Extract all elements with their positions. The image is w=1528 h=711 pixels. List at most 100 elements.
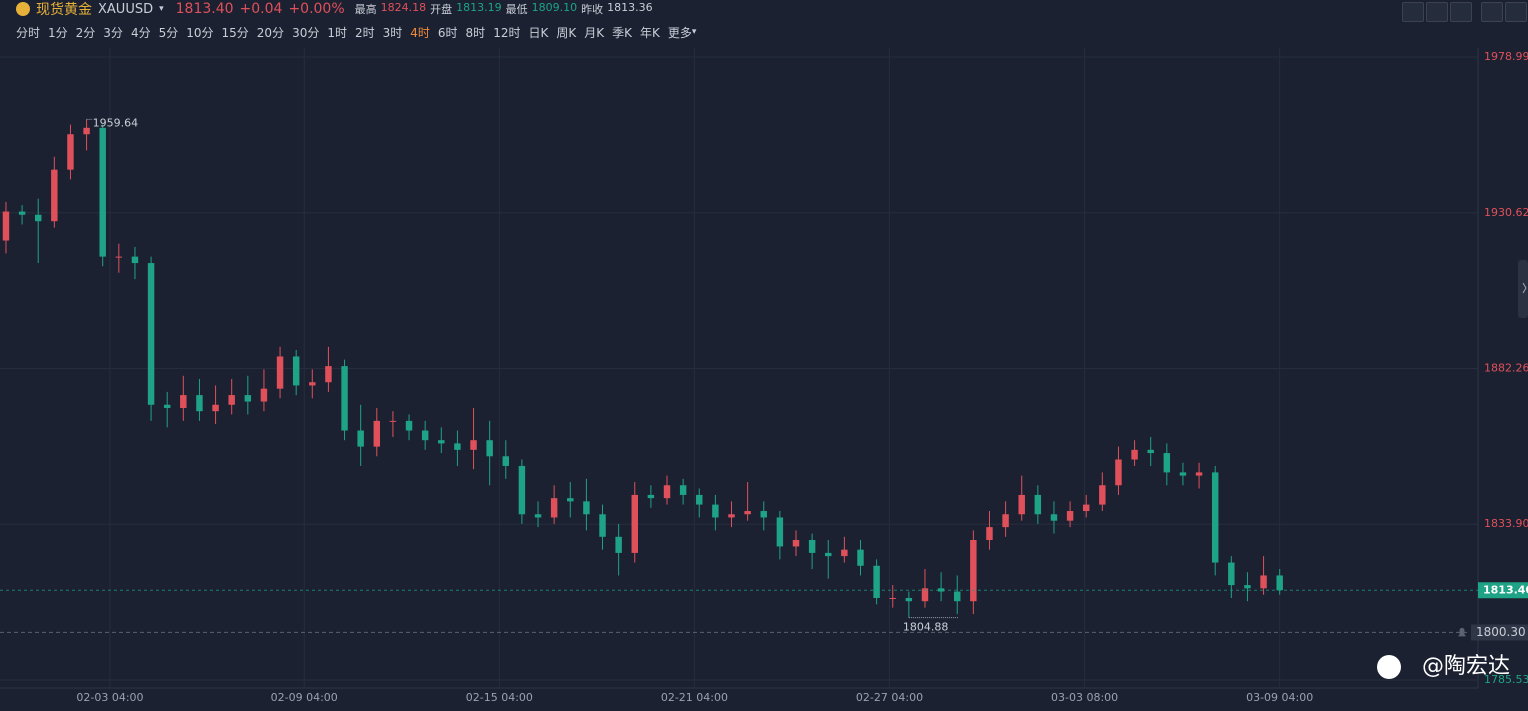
- tool-button[interactable]: [1402, 2, 1424, 22]
- timeframe-button[interactable]: 15分: [221, 25, 249, 40]
- timeframe-button[interactable]: 分时: [16, 25, 41, 40]
- candle-body: [325, 366, 332, 383]
- candle-body: [873, 565, 880, 598]
- y-tick-label: 1833.90: [1484, 517, 1528, 530]
- candle-body: [1002, 514, 1009, 528]
- stat-value: 1813.36: [607, 1, 653, 14]
- timeframe-button[interactable]: 4时: [410, 25, 430, 40]
- x-tick-label: 02-03 04:00: [76, 691, 143, 704]
- tool-button[interactable]: [1450, 2, 1472, 22]
- alert-tag: [1471, 624, 1528, 641]
- timeframe-button[interactable]: 1分: [48, 25, 68, 40]
- symbol[interactable]: XAUUSD: [98, 1, 154, 17]
- timeframe-button[interactable]: 30分: [292, 25, 320, 40]
- candle-body: [486, 440, 493, 457]
- candle-body: [67, 134, 74, 170]
- candle-body: [163, 404, 171, 408]
- candle-body: [1163, 453, 1171, 473]
- timeframe-button[interactable]: 1时: [327, 25, 347, 40]
- candle-body: [1147, 449, 1154, 454]
- candle-body: [889, 597, 896, 599]
- close-button[interactable]: [1505, 2, 1527, 22]
- candle-body: [34, 214, 42, 222]
- timeframe-button[interactable]: 10分: [186, 25, 214, 40]
- stat-value: 1809.10: [531, 1, 578, 14]
- timeframe-button[interactable]: 季K: [612, 25, 632, 40]
- candle-body: [937, 588, 945, 592]
- last-price-label: 1813.40: [1483, 583, 1528, 596]
- stat-value: 1813.19: [456, 1, 502, 14]
- x-tick-label: 02-15 04:00: [466, 691, 533, 704]
- candle-body: [841, 549, 848, 557]
- x-tick-label: 02-09 04:00: [271, 691, 338, 704]
- candle-body: [405, 420, 413, 431]
- symbol-dropdown[interactable]: ▾: [159, 4, 164, 14]
- candle-body: [905, 597, 913, 602]
- timeframe-button[interactable]: 日K: [528, 25, 549, 40]
- candle-body: [1195, 472, 1203, 476]
- alert-label: 1800.30: [1476, 625, 1526, 639]
- timeframe-button[interactable]: 周K: [556, 25, 577, 40]
- timeframe-button[interactable]: 2分: [75, 25, 96, 40]
- tool-button[interactable]: [1481, 2, 1503, 22]
- last-price-tag: [1478, 582, 1528, 599]
- high-label: 1959.64: [93, 116, 139, 129]
- candle-body: [1276, 575, 1283, 591]
- candle-body: [18, 211, 26, 215]
- alert-bell: [1458, 627, 1466, 637]
- candle-body: [1260, 575, 1267, 589]
- candle-body: [1179, 472, 1187, 476]
- timeframe-button[interactable]: 6时: [437, 25, 458, 40]
- candle-body: [921, 588, 929, 602]
- timeframe-button[interactable]: 月K: [584, 25, 605, 40]
- timeframe-button[interactable]: 5分: [158, 25, 179, 40]
- candle-body: [1099, 485, 1106, 505]
- candle-body: [1066, 511, 1074, 521]
- dropdown-arrow[interactable]: ▾: [691, 27, 697, 37]
- timeframe-button[interactable]: 3时: [382, 25, 403, 40]
- candle-body: [1211, 472, 1219, 563]
- candle-body: [1115, 459, 1122, 486]
- timeframe-button[interactable]: 3分: [103, 25, 123, 40]
- timeframe-button[interactable]: 20分: [256, 25, 285, 40]
- candle-body: [228, 395, 235, 405]
- side-tab[interactable]: [1518, 260, 1528, 318]
- candle-body: [808, 540, 816, 553]
- tool-button[interactable]: [1426, 2, 1448, 22]
- candle-body: [373, 420, 381, 447]
- change-pct: +0.00%: [288, 1, 345, 17]
- timeframe-button[interactable]: 12时: [493, 25, 521, 40]
- low-label: 1804.88: [903, 621, 949, 634]
- candle-body: [196, 395, 203, 412]
- candle-body: [550, 498, 558, 518]
- candle-body: [631, 494, 638, 553]
- stats: 最高 1824.18 开盘 1813.19 最低 1809.10 昨收 1813.36: [355, 1, 653, 17]
- timeframe-button[interactable]: 更多: [667, 25, 692, 40]
- timeframe-button[interactable]: 年K: [639, 25, 660, 40]
- watermark-logo: [1377, 655, 1401, 679]
- timeframe-button[interactable]: 2时: [354, 25, 375, 40]
- candle-body: [1244, 585, 1251, 589]
- candle-body: [341, 366, 348, 431]
- stat-label: 开盘: [430, 3, 453, 16]
- y-tick-label: 1930.62: [1484, 206, 1528, 219]
- candle-body: [567, 498, 574, 502]
- timeframe-button[interactable]: 8时: [465, 25, 486, 40]
- y-tick-label: 1882.26: [1484, 362, 1528, 375]
- candle-body: [83, 127, 90, 135]
- candle-body: [1050, 514, 1058, 521]
- side-tab-arrow: [1522, 282, 1527, 294]
- candle-body: [309, 382, 316, 386]
- instrument-name[interactable]: 现货黄金: [36, 2, 92, 18]
- candle-body: [776, 517, 784, 547]
- candle-body: [534, 514, 542, 518]
- candle-body: [970, 540, 977, 602]
- timeframe-button[interactable]: 4分: [130, 25, 151, 40]
- candle-body: [421, 430, 429, 441]
- candle-body: [212, 404, 219, 412]
- candle-body: [292, 356, 300, 386]
- change: +0.04: [239, 1, 283, 17]
- candle-body: [244, 395, 252, 402]
- stat-label: 最高: [354, 3, 377, 16]
